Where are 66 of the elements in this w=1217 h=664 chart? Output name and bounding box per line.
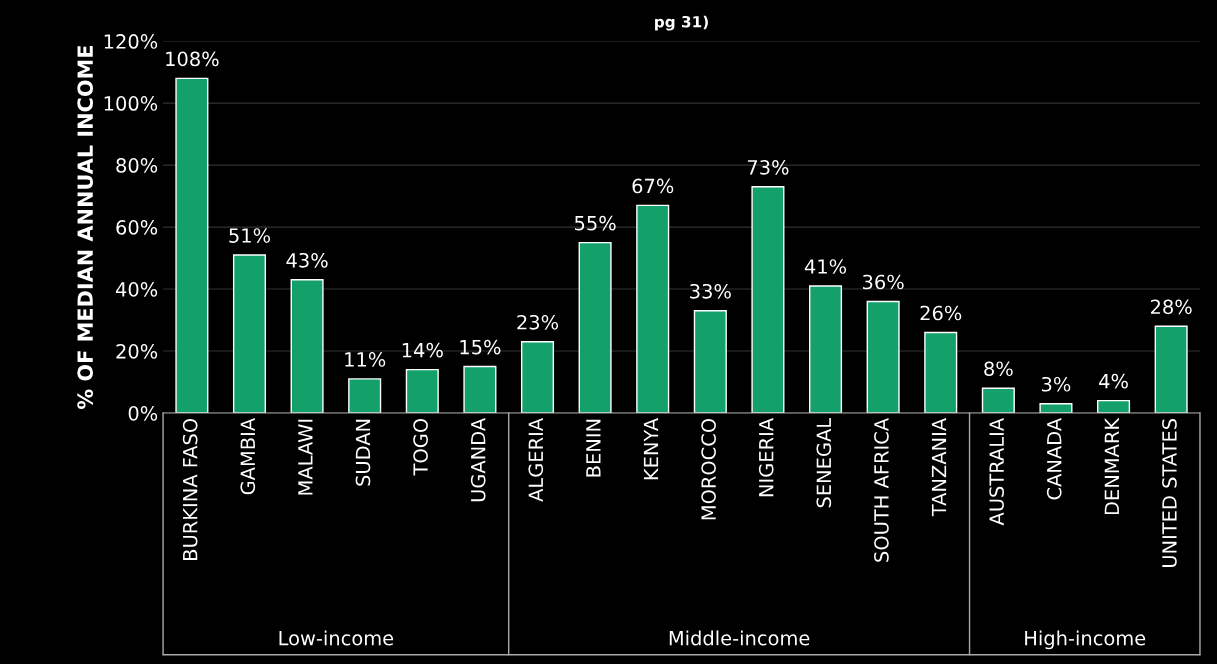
data-label: 28% — [1150, 299, 1192, 315]
bar — [981, 387, 1015, 414]
bar — [520, 341, 555, 414]
bar — [175, 77, 209, 414]
y-tick-label: 20% — [116, 343, 158, 359]
chart-title: pg 31) — [655, 15, 708, 31]
y-tick-label: 80% — [116, 158, 158, 173]
bar — [808, 285, 843, 414]
bar — [636, 204, 670, 414]
data-label: 14% — [402, 342, 443, 358]
data-label: 108% — [166, 51, 219, 67]
x-tick-label: TOGO — [413, 418, 428, 476]
y-tick-label: 120% — [104, 34, 158, 49]
bar — [463, 365, 497, 414]
text: Middle-income — [669, 630, 810, 646]
data-label: 55% — [575, 215, 616, 231]
text: High-income — [1025, 630, 1146, 650]
data-label: 33% — [690, 283, 731, 299]
x-tick-label: AUSTRALIA — [989, 418, 1004, 526]
bar — [924, 331, 958, 414]
y-tick-label: 100% — [104, 96, 158, 111]
data-label: 43% — [286, 252, 328, 268]
x-tick-label: BURKINA FASO — [182, 418, 198, 560]
x-tick-label: NIGERIA — [758, 418, 774, 497]
x-tick-label: BENIN — [586, 419, 601, 477]
data-label: 41% — [804, 259, 847, 274]
text: Low-income — [279, 630, 394, 646]
bar — [1097, 399, 1131, 414]
data-label: 67% — [632, 178, 674, 194]
bar — [1154, 325, 1188, 414]
data-label: 23% — [517, 314, 559, 330]
data-label: 11% — [345, 352, 386, 367]
data-label: 3% — [1042, 376, 1071, 392]
bar — [1039, 403, 1073, 414]
x-tick-label: MOROCCO — [701, 418, 716, 520]
data-label: 73% — [747, 160, 789, 175]
x-tick-label: MALAWI — [298, 419, 313, 495]
data-label: 8% — [984, 361, 1013, 377]
x-tick-label: UGANDA — [470, 418, 486, 502]
x-tick-label: GAMBIA — [240, 418, 256, 495]
bar — [866, 300, 900, 414]
y-tick-label: 60% — [116, 220, 158, 235]
data-label: 26% — [920, 305, 962, 321]
bar — [578, 241, 612, 414]
bar — [751, 186, 785, 414]
y-tick-label: 0% — [128, 405, 158, 421]
x-tick-label: SENEGAL — [816, 417, 832, 508]
x-tick-label: TANZANIA — [931, 418, 947, 517]
x-tick-label: KENYA — [643, 418, 659, 480]
data-label: 36% — [863, 274, 904, 290]
y-axis-title: % OF MEDIAN ANNUAL INCOME — [77, 46, 94, 410]
bar — [405, 368, 439, 414]
x-tick-label: UNITED STATES — [1162, 418, 1177, 568]
x-tick-label: ALGERIA — [528, 418, 544, 502]
bar — [348, 378, 382, 414]
bar — [290, 279, 324, 414]
data-label: 4% — [1099, 373, 1128, 389]
y-tick-label: 40% — [115, 282, 158, 297]
bar — [232, 254, 267, 414]
x-tick-label: SUDAN — [355, 419, 371, 486]
data-label: 51% — [229, 228, 271, 243]
x-tick-label: CANADA — [1046, 418, 1062, 500]
bar — [693, 310, 727, 414]
data-label: 15% — [460, 339, 501, 355]
x-tick-label: SOUTH AFRICA — [874, 418, 889, 562]
x-tick-label: DENMARK — [1104, 417, 1119, 515]
